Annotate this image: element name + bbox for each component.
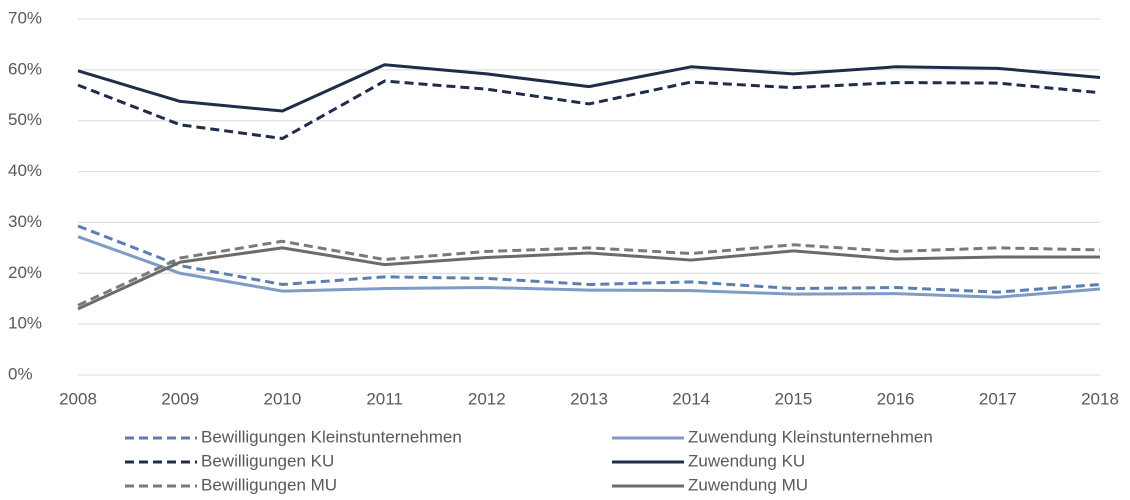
x-tick-label: 2011 [366, 389, 403, 408]
x-tick-label: 2010 [263, 389, 301, 408]
y-tick-label: 30% [8, 212, 42, 231]
series-line [77, 239, 1101, 307]
x-tick-label: 2012 [468, 389, 506, 408]
x-tick-label: 2018 [1081, 389, 1119, 408]
x-tick-label: 2008 [59, 389, 97, 408]
y-tick-label: 70% [8, 8, 42, 27]
x-tick-label: 2014 [672, 389, 710, 408]
y-tick-label: 60% [8, 59, 42, 78]
x-tick-label: 2009 [161, 389, 199, 408]
legend-label: Bewilligungen KU [201, 451, 334, 470]
legend-label: Bewilligungen MU [201, 475, 337, 494]
legend-label: Zuwendung MU [688, 475, 808, 494]
x-tick-label: 2017 [979, 389, 1017, 408]
legend-label: Zuwendung KU [688, 451, 805, 470]
series-line [77, 63, 1101, 113]
x-tick-label: 2013 [570, 389, 608, 408]
y-tick-label: 0% [8, 364, 33, 383]
x-tick-label: 2016 [877, 389, 915, 408]
series-line [77, 246, 1100, 311]
y-tick-label: 20% [8, 263, 42, 282]
legend-label: Zuwendung Kleinstunternehmen [688, 427, 933, 446]
y-tick-label: 10% [8, 314, 42, 333]
legend-label: Bewilligungen Kleinstunternehmen [201, 427, 462, 446]
x-tick-label: 2015 [774, 389, 812, 408]
y-tick-label: 50% [8, 110, 42, 129]
y-tick-label: 40% [8, 161, 42, 180]
series-line [77, 224, 1101, 294]
series-line [77, 235, 1101, 299]
series-line [77, 79, 1101, 141]
